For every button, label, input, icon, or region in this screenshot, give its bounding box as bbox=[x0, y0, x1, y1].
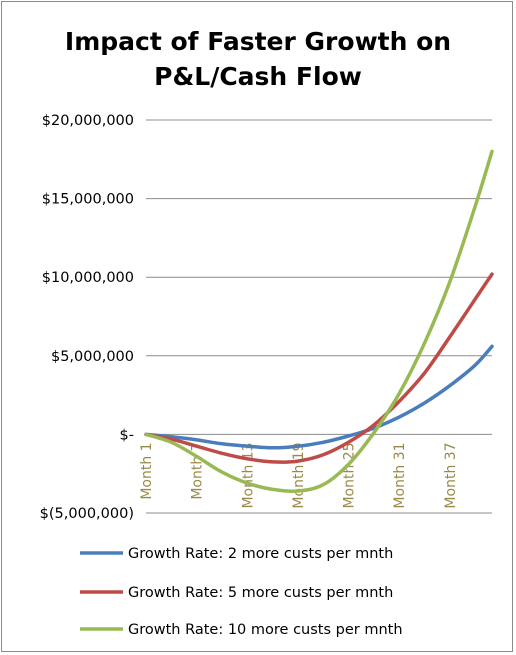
chart-title-line-1: Impact of Faster Growth on bbox=[65, 27, 451, 56]
y-tick-label: $20,000,000 bbox=[42, 113, 134, 129]
x-tick-label: Month 13 bbox=[240, 442, 256, 508]
chart-title-line-2: P&L/Cash Flow bbox=[154, 62, 362, 91]
x-tick-label: Month 31 bbox=[392, 442, 408, 508]
series-line-2-custs bbox=[144, 344, 494, 450]
x-tick-label: Month 19 bbox=[291, 442, 307, 508]
chart-title: Impact of Faster Growth on P&L/Cash Flow bbox=[65, 27, 451, 91]
gridlines bbox=[146, 119, 492, 514]
legend-label: Growth Rate: 10 more custs per mnth bbox=[128, 622, 403, 638]
y-tick-label: $- bbox=[120, 427, 134, 443]
series-lines bbox=[144, 149, 494, 494]
legend-label: Growth Rate: 5 more custs per mnth bbox=[128, 585, 393, 601]
x-tick-label: Month 25 bbox=[342, 442, 358, 508]
y-tick-label: $5,000,000 bbox=[51, 349, 134, 365]
legend-label: Growth Rate: 2 more custs per mnth bbox=[128, 546, 393, 562]
x-tick-label: Month 1 bbox=[139, 442, 155, 499]
y-axis-tick-labels: $20,000,000 $15,000,000 $10,000,000 $5,000,… bbox=[40, 113, 134, 522]
x-tick-label: Month 7 bbox=[190, 442, 206, 499]
y-tick-label: $15,000,000 bbox=[42, 192, 134, 208]
series-line-5-custs bbox=[144, 272, 494, 464]
legend: Growth Rate: 2 more custs per mnth Growth… bbox=[80, 546, 403, 638]
y-tick-label: $(5,000,000) bbox=[40, 506, 134, 522]
series-line-10-custs bbox=[144, 149, 494, 494]
x-tick-label: Month 37 bbox=[443, 442, 459, 508]
y-tick-label: $10,000,000 bbox=[42, 270, 134, 286]
